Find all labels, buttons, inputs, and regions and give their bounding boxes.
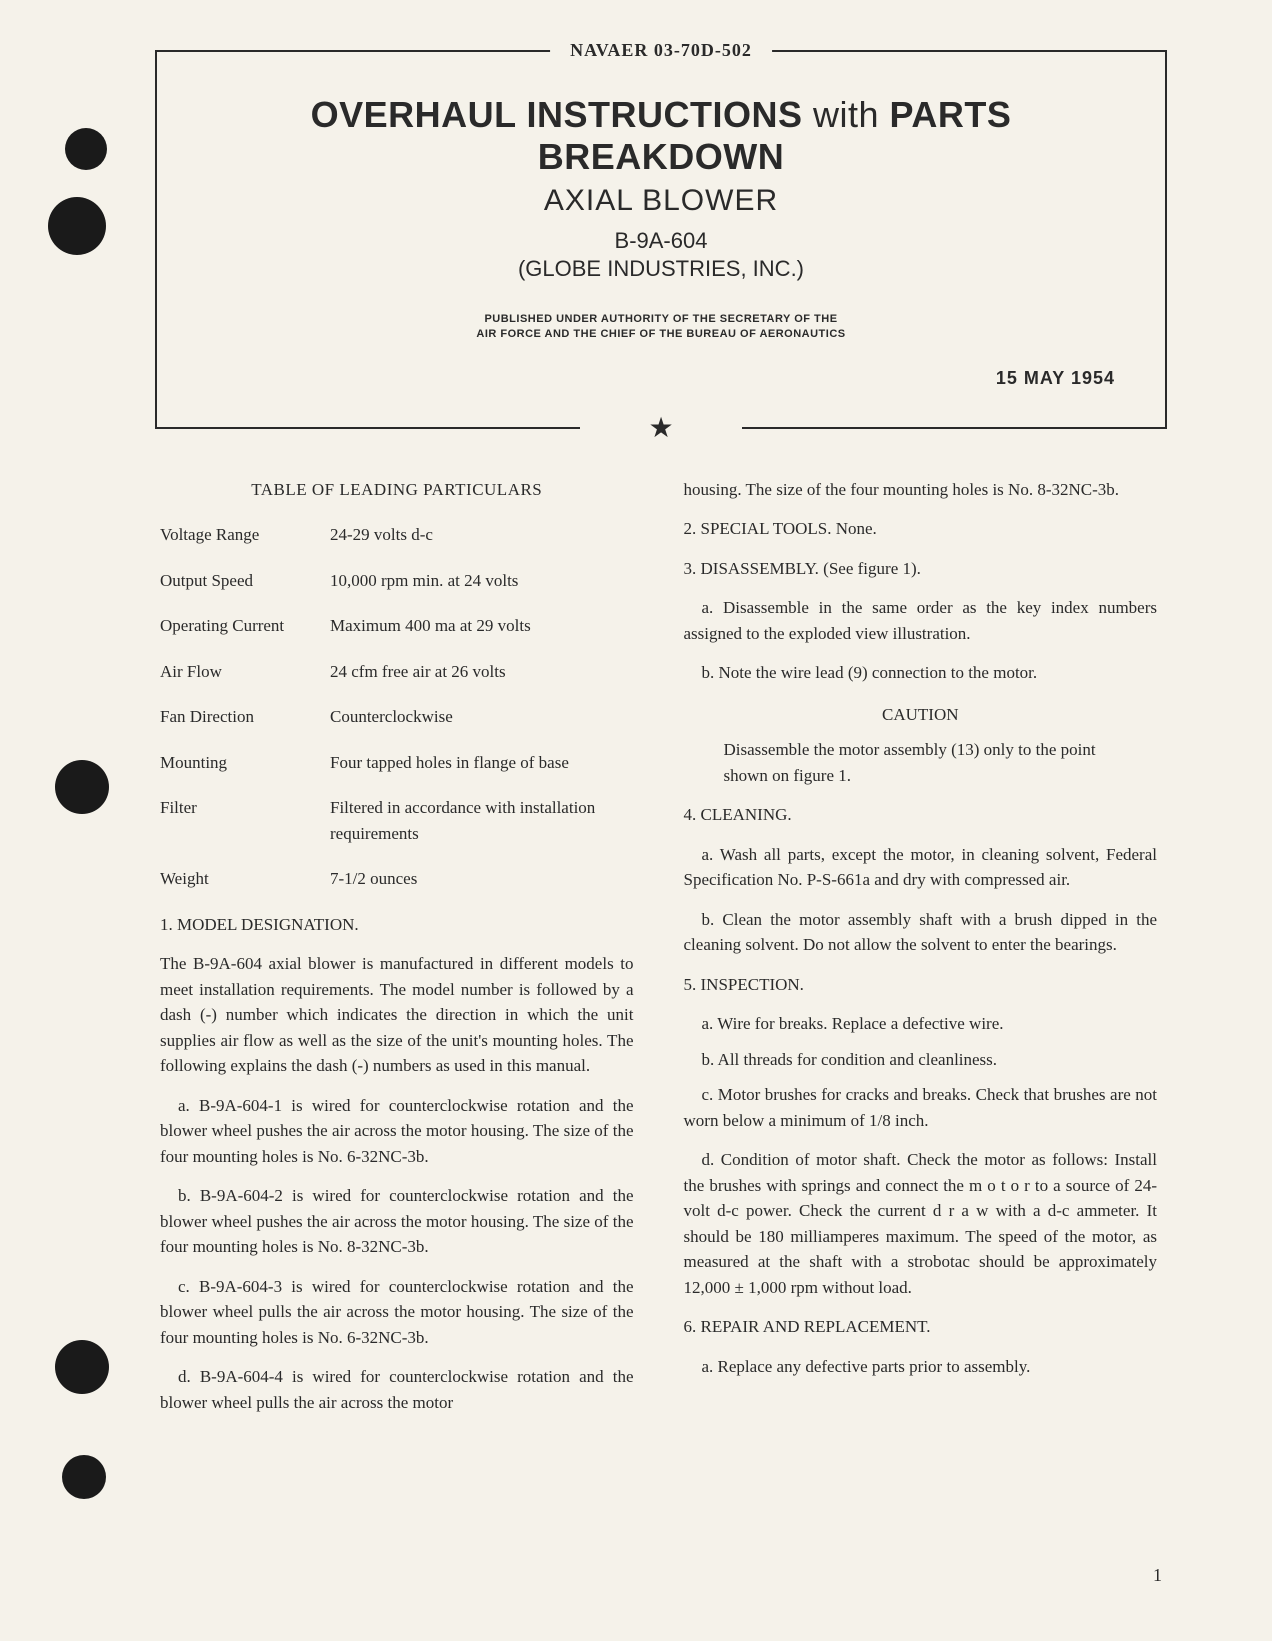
authority-line1: PUBLISHED UNDER AUTHORITY OF THE SECRETA… bbox=[197, 312, 1125, 327]
section-5-a: a. Wire for breaks. Replace a defective … bbox=[684, 1011, 1158, 1037]
spec-value: Four tapped holes in flange of base bbox=[330, 750, 634, 776]
spec-row: MountingFour tapped holes in flange of b… bbox=[160, 750, 634, 776]
spec-label: Filter bbox=[160, 795, 330, 821]
section-6-heading: 6. REPAIR AND REPLACEMENT. bbox=[684, 1314, 1158, 1340]
title-with: with bbox=[813, 94, 879, 135]
punch-hole bbox=[55, 1340, 109, 1394]
spec-label: Output Speed bbox=[160, 568, 330, 594]
authority-text: PUBLISHED UNDER AUTHORITY OF THE SECRETA… bbox=[197, 312, 1125, 343]
spec-label: Mounting bbox=[160, 750, 330, 776]
specs-table-title: TABLE OF LEADING PARTICULARS bbox=[160, 477, 634, 503]
section-5-c: c. Motor brushes for cracks and breaks. … bbox=[684, 1082, 1158, 1133]
punch-hole bbox=[62, 1455, 106, 1499]
spec-label: Fan Direction bbox=[160, 704, 330, 730]
spec-value: 7-1/2 ounces bbox=[330, 866, 634, 892]
page-number: 1 bbox=[1153, 1565, 1162, 1586]
main-title: OVERHAUL INSTRUCTIONS with PARTS BREAKDO… bbox=[197, 94, 1125, 178]
punch-hole bbox=[48, 197, 106, 255]
specs-table: Voltage Range24-29 volts d-cOutput Speed… bbox=[160, 522, 634, 892]
section-1-d: d. B-9A-604-4 is wired for counterclockw… bbox=[160, 1364, 634, 1415]
section-1-b: b. B-9A-604-2 is wired for counterclockw… bbox=[160, 1183, 634, 1260]
spec-label: Weight bbox=[160, 866, 330, 892]
header-box: NAVAER 03-70D-502 OVERHAUL INSTRUCTIONS … bbox=[155, 50, 1167, 429]
star-icon: ★ bbox=[638, 415, 683, 443]
spec-value: 10,000 rpm min. at 24 volts bbox=[330, 568, 634, 594]
spec-value: 24 cfm free air at 26 volts bbox=[330, 659, 634, 685]
spec-label: Air Flow bbox=[160, 659, 330, 685]
section-5-heading: 5. INSPECTION. bbox=[684, 972, 1158, 998]
subtitle: AXIAL BLOWER bbox=[197, 184, 1125, 218]
document-number: NAVAER 03-70D-502 bbox=[550, 40, 772, 61]
authority-line2: AIR FORCE AND THE CHIEF OF THE BUREAU OF… bbox=[197, 327, 1125, 342]
manufacturer: (GLOBE INDUSTRIES, INC.) bbox=[197, 256, 1125, 282]
spec-row: Operating CurrentMaximum 400 ma at 29 vo… bbox=[160, 613, 634, 639]
section-2: 2. SPECIAL TOOLS. None. bbox=[684, 516, 1158, 542]
spec-row: Voltage Range24-29 volts d-c bbox=[160, 522, 634, 548]
section-3-b: b. Note the wire lead (9) connection to … bbox=[684, 660, 1158, 686]
section-1-a: a. B-9A-604-1 is wired for counterclockw… bbox=[160, 1093, 634, 1170]
left-column: TABLE OF LEADING PARTICULARS Voltage Ran… bbox=[160, 477, 634, 1430]
spec-value: Counterclockwise bbox=[330, 704, 634, 730]
part-number: B-9A-604 bbox=[197, 228, 1125, 254]
section-3-heading: 3. DISASSEMBLY. (See figure 1). bbox=[684, 556, 1158, 582]
caution-body: Disassemble the motor assembly (13) only… bbox=[724, 737, 1138, 788]
title-part1: OVERHAUL INSTRUCTIONS bbox=[311, 94, 803, 135]
spec-value: Filtered in accordance with installation… bbox=[330, 795, 634, 846]
spec-row: Air Flow24 cfm free air at 26 volts bbox=[160, 659, 634, 685]
section-1-d-continued: housing. The size of the four mounting h… bbox=[684, 477, 1158, 503]
spec-row: FilterFiltered in accordance with instal… bbox=[160, 795, 634, 846]
spec-label: Operating Current bbox=[160, 613, 330, 639]
punch-hole bbox=[65, 128, 107, 170]
section-4-b: b. Clean the motor assembly shaft with a… bbox=[684, 907, 1158, 958]
section-5-d: d. Condition of motor shaft. Check the m… bbox=[684, 1147, 1158, 1300]
section-6-a: a. Replace any defective parts prior to … bbox=[684, 1354, 1158, 1380]
section-4-a: a. Wash all parts, except the motor, in … bbox=[684, 842, 1158, 893]
section-3-a: a. Disassemble in the same order as the … bbox=[684, 595, 1158, 646]
spec-value: 24-29 volts d-c bbox=[330, 522, 634, 548]
section-1-c: c. B-9A-604-3 is wired for counterclockw… bbox=[160, 1274, 634, 1351]
publication-date: 15 MAY 1954 bbox=[197, 368, 1125, 389]
caution-heading: CAUTION bbox=[684, 702, 1158, 728]
right-column: housing. The size of the four mounting h… bbox=[684, 477, 1158, 1430]
punch-hole bbox=[55, 760, 109, 814]
section-1-intro: The B-9A-604 axial blower is manufacture… bbox=[160, 951, 634, 1079]
spec-value: Maximum 400 ma at 29 volts bbox=[330, 613, 634, 639]
spec-row: Output Speed10,000 rpm min. at 24 volts bbox=[160, 568, 634, 594]
content-columns: TABLE OF LEADING PARTICULARS Voltage Ran… bbox=[160, 477, 1157, 1430]
section-1-heading: 1. MODEL DESIGNATION. bbox=[160, 912, 634, 938]
spec-row: Fan DirectionCounterclockwise bbox=[160, 704, 634, 730]
section-4-heading: 4. CLEANING. bbox=[684, 802, 1158, 828]
spec-label: Voltage Range bbox=[160, 522, 330, 548]
spec-row: Weight7-1/2 ounces bbox=[160, 866, 634, 892]
section-5-b: b. All threads for condition and cleanli… bbox=[684, 1047, 1158, 1073]
